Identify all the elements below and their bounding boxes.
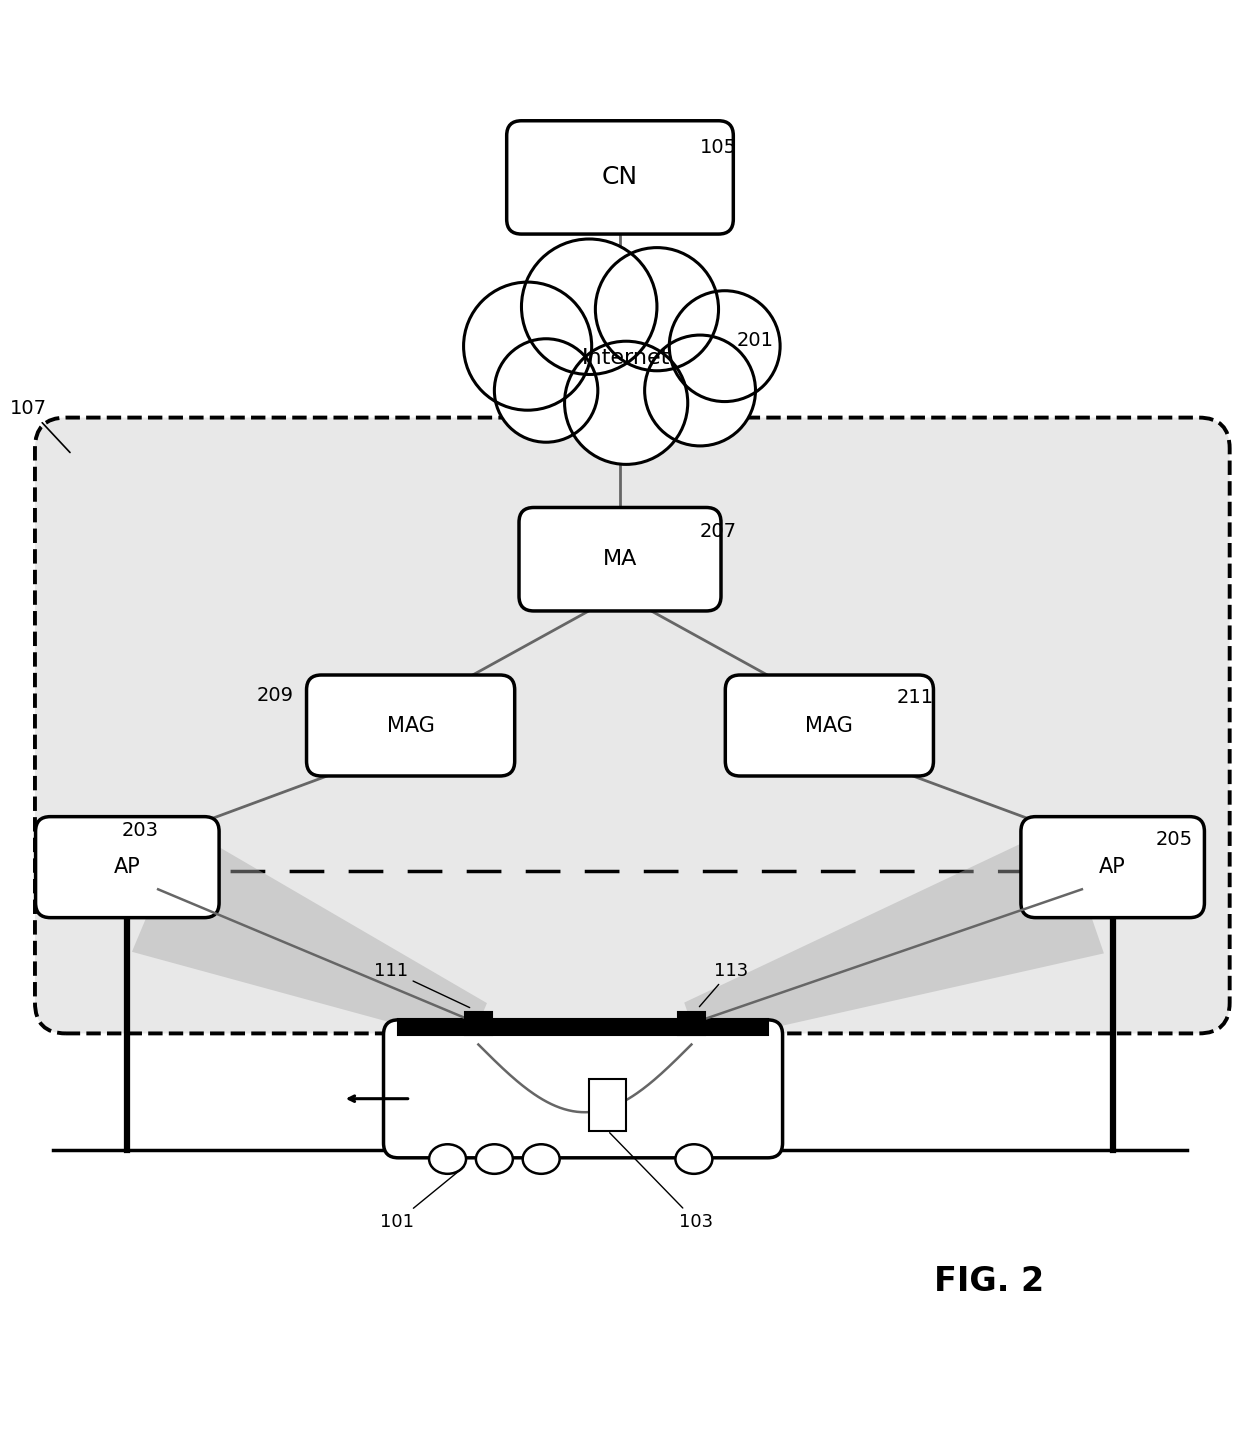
FancyBboxPatch shape: [306, 675, 515, 776]
Text: 211: 211: [897, 688, 934, 707]
Ellipse shape: [476, 1145, 513, 1174]
FancyBboxPatch shape: [520, 508, 720, 611]
Text: 203: 203: [122, 821, 159, 840]
FancyBboxPatch shape: [35, 418, 1230, 1033]
Bar: [398, 1019, 768, 1035]
FancyBboxPatch shape: [36, 817, 219, 917]
Ellipse shape: [676, 1145, 712, 1174]
Text: 101: 101: [379, 1167, 464, 1230]
Text: AP: AP: [114, 858, 140, 878]
Text: 103: 103: [610, 1133, 713, 1230]
Text: MAG: MAG: [806, 715, 853, 736]
Polygon shape: [684, 826, 1104, 1045]
FancyBboxPatch shape: [507, 120, 733, 234]
Circle shape: [522, 239, 657, 374]
Text: 105: 105: [701, 138, 738, 157]
Text: AP: AP: [1100, 858, 1126, 878]
Circle shape: [495, 338, 598, 443]
Text: FIG. 2: FIG. 2: [935, 1265, 1044, 1299]
Circle shape: [595, 248, 718, 371]
Bar: [678, 1013, 706, 1035]
Text: MAG: MAG: [387, 715, 434, 736]
Text: 113: 113: [699, 962, 748, 1007]
Text: MA: MA: [603, 550, 637, 569]
Ellipse shape: [523, 1145, 559, 1174]
FancyBboxPatch shape: [725, 675, 934, 776]
Text: 201: 201: [737, 331, 774, 350]
Bar: [465, 1013, 492, 1035]
Text: 207: 207: [701, 522, 737, 541]
Circle shape: [464, 281, 591, 411]
FancyBboxPatch shape: [383, 1020, 782, 1158]
Circle shape: [645, 335, 755, 445]
Text: CN: CN: [601, 165, 639, 190]
FancyBboxPatch shape: [1021, 817, 1204, 917]
Circle shape: [670, 290, 780, 402]
Text: Internet: Internet: [582, 348, 671, 369]
Polygon shape: [131, 827, 487, 1045]
Ellipse shape: [429, 1145, 466, 1174]
Text: 209: 209: [257, 686, 294, 705]
Text: 111: 111: [373, 962, 470, 1007]
Text: 107: 107: [10, 399, 69, 453]
Bar: [589, 1080, 626, 1130]
Text: 205: 205: [1156, 830, 1193, 849]
Circle shape: [564, 341, 688, 464]
